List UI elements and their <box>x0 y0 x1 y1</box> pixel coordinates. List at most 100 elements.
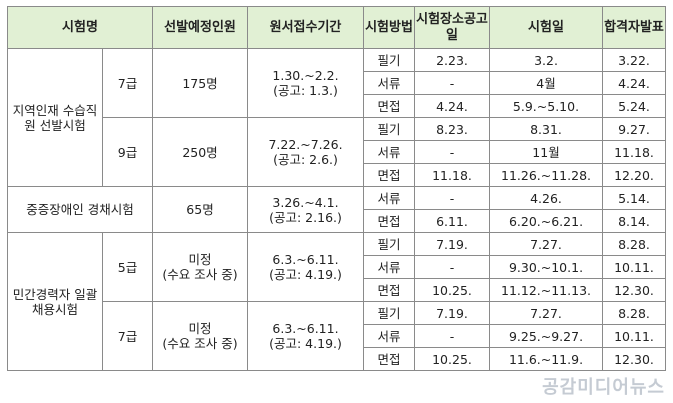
header-result: 합격자발표 <box>602 6 666 49</box>
result-cell: 4.24. <box>602 71 666 95</box>
table-row: 서류 - 11월 11.18. <box>8 140 666 164</box>
venue-notice-cell: 4.24. <box>414 94 490 118</box>
header-application: 원서접수기간 <box>247 6 364 49</box>
period-range: 6.3.~6.11. <box>272 321 339 336</box>
header-row: 시험명 선발예정인원 원서접수기간 시험방법 시험장소공고일 시험일 합격자발표 <box>7 6 666 49</box>
method-cell: 필기 <box>363 117 415 141</box>
result-cell: 8.28. <box>602 232 666 256</box>
period-cell: 1.30.~2.2. (공고: 1.3.) <box>247 48 364 118</box>
method-cell: 서류 <box>363 255 415 279</box>
grade-cell: 7급 <box>102 48 153 118</box>
table-row: 7급 미정 (수요 조사 중) 6.3.~6.11. (공고: 4.19.) 필… <box>8 301 666 371</box>
venue-notice-cell: 7.19. <box>414 301 490 325</box>
planned-cell: 미정 (수요 조사 중) <box>152 301 248 371</box>
table-row: 지역인재 수습직원 선발시험 7급 175명 1.30.~2.2. (공고: 1… <box>7 48 666 187</box>
planned-cell: 65명 <box>152 186 248 233</box>
table-row: 면접 4.24. 5.9.~5.10. 5.24. <box>8 94 666 118</box>
venue-notice-cell: - <box>414 255 490 279</box>
exam-date-cell: 3.2. <box>489 48 603 72</box>
period-range: 7.22.~7.26. <box>268 137 343 152</box>
period-notice: (공고: 2.6.) <box>273 152 338 167</box>
venue-notice-cell: 8.23. <box>414 117 490 141</box>
venue-notice-cell: 2.23. <box>414 48 490 72</box>
table-row: 면접 10.25. 11.6.~11.9. 12.30. <box>8 347 666 371</box>
method-cell: 면접 <box>363 94 415 118</box>
table-row: 중증장애인 경채시험 65명 3.26.~4.1. (공고: 2.16.) 서류… <box>7 186 666 233</box>
period-range: 6.3.~6.11. <box>272 252 339 267</box>
result-cell: 5.14. <box>602 186 666 210</box>
header-method: 시험방법 <box>363 6 415 49</box>
exam-date-cell: 11.12.~11.13. <box>489 278 603 302</box>
period-notice: (공고: 4.19.) <box>269 336 342 351</box>
table-row: 서류 - 9.30.~10.1. 10.11. <box>8 255 666 279</box>
grade-cell: 5급 <box>102 232 153 302</box>
exam-date-cell: 8.31. <box>489 117 603 141</box>
period-range: 3.26.~4.1. <box>272 194 339 210</box>
planned-note: (수요 조사 중) <box>162 336 238 351</box>
result-cell: 11.18. <box>602 140 666 164</box>
result-cell: 5.24. <box>602 94 666 118</box>
result-cell: 8.14. <box>602 209 666 233</box>
method-cell: 서류 <box>363 71 415 95</box>
venue-notice-cell: 11.18. <box>414 163 490 187</box>
header-exam-name: 시험명 <box>7 6 153 49</box>
period-notice: (공고: 2.16.) <box>269 209 342 225</box>
exam-date-cell: 11.26.~11.28. <box>489 163 603 187</box>
method-cell: 서류 <box>363 324 415 348</box>
venue-notice-cell: - <box>414 324 490 348</box>
period-cell: 3.26.~4.1. (공고: 2.16.) <box>247 186 364 233</box>
exam-date-cell: 11월 <box>489 140 603 164</box>
venue-notice-cell: - <box>414 186 490 210</box>
venue-notice-cell: - <box>414 71 490 95</box>
planned-cell: 175명 <box>152 48 248 118</box>
header-exam-date: 시험일 <box>489 6 603 49</box>
planned-cell: 미정 (수요 조사 중) <box>152 232 248 302</box>
exam-date-cell: 7.27. <box>489 301 603 325</box>
period-cell: 6.3.~6.11. (공고: 4.19.) <box>247 301 364 371</box>
period-notice: (공고: 4.19.) <box>269 267 342 282</box>
method-cell: 필기 <box>363 232 415 256</box>
venue-notice-cell: - <box>414 140 490 164</box>
method-cell: 서류 <box>363 140 415 164</box>
result-cell: 12.30. <box>602 278 666 302</box>
result-cell: 12.20. <box>602 163 666 187</box>
table-row: 민간경력자 일괄채용시험 5급 미정 (수요 조사 중) 6.3.~6.11. … <box>7 232 666 371</box>
exam-date-cell: 4월 <box>489 71 603 95</box>
method-cell: 서류 <box>363 186 415 210</box>
period-cell: 6.3.~6.11. (공고: 4.19.) <box>247 232 364 302</box>
result-cell: 3.22. <box>602 48 666 72</box>
table-row: 9급 250명 7.22.~7.26. (공고: 2.6.) 필기 8.23. … <box>8 117 666 187</box>
group-name: 지역인재 수습직원 선발시험 <box>7 48 103 187</box>
method-cell: 면접 <box>363 278 415 302</box>
period-notice: (공고: 1.3.) <box>273 83 338 98</box>
method-cell: 필기 <box>363 48 415 72</box>
method-cell: 필기 <box>363 301 415 325</box>
group-name: 중증장애인 경채시험 <box>7 186 153 233</box>
group-name: 민간경력자 일괄채용시험 <box>7 232 103 371</box>
exam-date-cell: 9.30.~10.1. <box>489 255 603 279</box>
result-cell: 8.28. <box>602 301 666 325</box>
exam-date-cell: 11.6.~11.9. <box>489 347 603 371</box>
venue-notice-cell: 10.25. <box>414 278 490 302</box>
venue-notice-cell: 10.25. <box>414 347 490 371</box>
header-venue-notice: 시험장소공고일 <box>414 6 490 49</box>
exam-date-cell: 7.27. <box>489 232 603 256</box>
exam-schedule-table: 시험명 선발예정인원 원서접수기간 시험방법 시험장소공고일 시험일 합격자발표… <box>7 6 666 371</box>
venue-notice-cell: 6.11. <box>414 209 490 233</box>
result-cell: 9.27. <box>602 117 666 141</box>
header-planned: 선발예정인원 <box>152 6 248 49</box>
exam-date-cell: 9.25.~9.27. <box>489 324 603 348</box>
method-cell: 면접 <box>363 163 415 187</box>
grade-cell: 9급 <box>102 117 153 187</box>
table-row: 면접 11.18. 11.26.~11.28. 12.20. <box>8 163 666 187</box>
table-row: 면접 6.11. 6.20.~6.21. 8.14. <box>8 209 666 233</box>
planned-value: 미정 <box>188 321 212 336</box>
period-cell: 7.22.~7.26. (공고: 2.6.) <box>247 117 364 187</box>
exam-date-cell: 4.26. <box>489 186 603 210</box>
result-cell: 10.11. <box>602 255 666 279</box>
result-cell: 12.30. <box>602 347 666 371</box>
method-cell: 면접 <box>363 209 415 233</box>
grade-cell: 7급 <box>102 301 153 371</box>
planned-value: 미정 <box>188 252 212 267</box>
period-range: 1.30.~2.2. <box>272 68 339 83</box>
